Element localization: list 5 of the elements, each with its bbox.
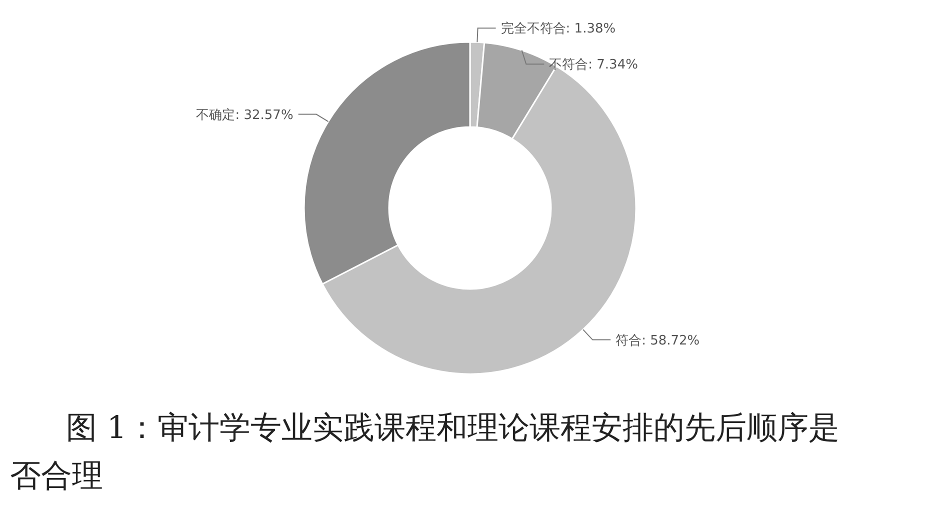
- text: 图 1：审计学专业实践课程和理论课程安排的先后顺序是否合理: [10, 410, 840, 494]
- slice-label: 符合: 58.72%: [616, 333, 700, 348]
- slice-label: 不符合: 7.34%: [549, 58, 638, 73]
- slice-label: 不确定: 32.57%: [196, 108, 294, 123]
- slice-label: 完全不符合: 1.38%: [500, 20, 616, 37]
